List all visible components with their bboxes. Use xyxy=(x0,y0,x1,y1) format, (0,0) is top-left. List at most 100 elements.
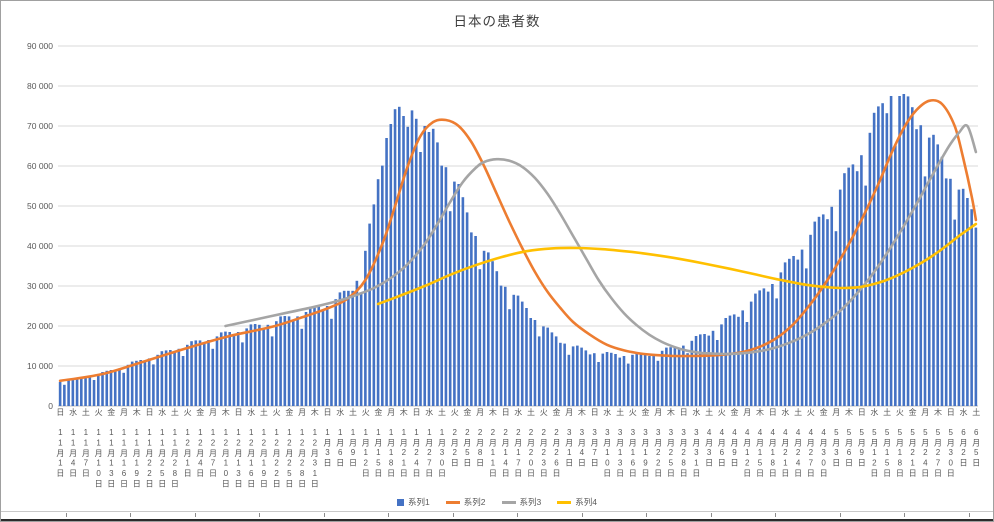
y-axis-label: 20 000 xyxy=(27,321,53,331)
x-axis-label: 火 5月18日 xyxy=(895,408,905,479)
legend-label: 系列1 xyxy=(408,497,430,507)
x-axis-label: 水 11月25日 xyxy=(157,408,167,489)
x-axis-label: 水 11月4日 xyxy=(68,408,78,479)
x-axis-label: 金 11月13日 xyxy=(106,408,116,489)
legend-item-系列2[interactable]: 系列2 xyxy=(445,496,486,508)
x-axis-label: 月 4月12日 xyxy=(742,408,752,479)
x-axis-label: 火 2月23日 xyxy=(539,408,549,479)
x-axis-label: 火 4月6日 xyxy=(717,408,727,468)
x-axis-label: 日 11月1日 xyxy=(55,408,65,479)
x-axis-label: 木 12月31日 xyxy=(310,408,320,489)
x-axis-label: 日 2月14日 xyxy=(501,408,511,479)
x-axis-label: 木 5月27日 xyxy=(933,408,943,479)
x-axis-label: 日 5月30日 xyxy=(946,408,956,479)
line-series-系列3[interactable] xyxy=(224,123,978,356)
x-axis-label: 水 4月21日 xyxy=(780,408,790,479)
y-axis-label: 30 000 xyxy=(27,281,53,291)
column-edge-tick xyxy=(66,513,67,517)
x-axis-label: 日 1月3日 xyxy=(322,408,332,468)
x-axis-label: 水 2月17日 xyxy=(513,408,523,479)
x-axis-label: 日 11月22日 xyxy=(144,408,154,489)
legend-label: 系列2 xyxy=(463,497,486,507)
legend: 系列1 系列2 系列3 系列4 xyxy=(1,496,993,508)
x-axis-label: 火 1月12日 xyxy=(361,408,371,479)
x-axis-label: 日 4月18日 xyxy=(768,408,778,479)
legend-bar-marker-icon xyxy=(397,498,405,506)
y-axis: 0 10 000 20 000 30 000 40 000 50 000 60 000 70 … xyxy=(1,1,53,521)
x-axis-label: 水 6月2日 xyxy=(958,408,968,468)
column-edge-tick xyxy=(711,513,712,517)
x-axis-label: 木 3月4日 xyxy=(577,408,587,468)
x-axis-label: 火 11月10日 xyxy=(94,408,104,489)
y-axis-label: 60 000 xyxy=(27,161,53,171)
x-axis-label: 水 12月16日 xyxy=(246,408,256,489)
x-axis-label: 日 3月7日 xyxy=(590,408,600,468)
column-edge-tick xyxy=(259,513,260,517)
x-axis-label: 日 12月13日 xyxy=(233,408,243,489)
y-axis-label: 80 000 xyxy=(27,81,53,91)
line-series-系列4[interactable] xyxy=(376,222,978,306)
x-axis-label: 土 4月24日 xyxy=(793,408,803,479)
line-series-系列2[interactable] xyxy=(58,98,978,383)
column-edge-tick xyxy=(517,513,518,517)
x-axis-label: 土 6月5日 xyxy=(971,408,981,468)
x-axis-label: 金 5月21日 xyxy=(908,408,918,479)
x-axis-label: 水 3月10日 xyxy=(602,408,612,479)
x-axis-label: 土 12月19日 xyxy=(259,408,269,489)
x-axis-label: 木 12月10日 xyxy=(221,408,231,489)
column-edge-tick xyxy=(324,513,325,517)
x-axis-label: 火 12月22日 xyxy=(272,408,282,489)
x-axis-label: 火 2月2日 xyxy=(450,408,460,468)
x-axis-label: 土 11月7日 xyxy=(81,408,91,479)
x-axis-label: 土 1月30日 xyxy=(437,408,447,479)
x-axis-label: 木 4月15日 xyxy=(755,408,765,479)
legend-line-marker-icon xyxy=(501,500,516,504)
x-axis-label: 水 3月31日 xyxy=(691,408,701,479)
column-edge-tick xyxy=(646,513,647,517)
x-axis-label: 金 4月30日 xyxy=(819,408,829,479)
x-axis-label: 金 3月19日 xyxy=(640,408,650,479)
y-axis-label: 70 000 xyxy=(27,121,53,131)
legend-item-系列4[interactable]: 系列4 xyxy=(557,496,597,508)
x-axis-label: 月 2月8日 xyxy=(475,408,485,468)
x-axis-label: 金 2月26日 xyxy=(551,408,561,479)
x-axis-label: 土 4月3日 xyxy=(704,408,714,468)
spreadsheet-edge-strip xyxy=(1,511,993,521)
x-axis-label: 木 1月21日 xyxy=(399,408,409,479)
column-edge-tick xyxy=(195,513,196,517)
y-axis-label: 10 000 xyxy=(27,361,53,371)
x-axis-label: 木 11月19日 xyxy=(132,408,142,489)
x-axis-label: 金 2月5日 xyxy=(462,408,472,468)
column-edge-tick xyxy=(969,513,970,517)
x-axis-label: 土 1月9日 xyxy=(348,408,358,468)
x-axis-label: 土 5月15日 xyxy=(882,408,892,479)
x-axis-label: 火 3月16日 xyxy=(628,408,638,479)
chart-title[interactable]: 日本の患者数 xyxy=(453,14,541,29)
legend-label: 系列4 xyxy=(575,497,597,507)
x-axis-label: 月 3月22日 xyxy=(653,408,663,479)
x-axis-label: 月 11月16日 xyxy=(119,408,129,489)
x-axis-label: 水 1月6日 xyxy=(335,408,345,468)
column-edge-tick xyxy=(453,513,454,517)
y-axis-label: 0 xyxy=(48,401,53,411)
x-axis-label: 木 5月6日 xyxy=(844,408,854,468)
y-axis-label: 90 000 xyxy=(27,41,53,51)
x-axis-label: 木 3月25日 xyxy=(666,408,676,479)
x-axis: 日 11月1日水 11月4日土 11月7日火 11月10日金 11月13日月 1… xyxy=(1,408,993,504)
x-axis-label: 土 11月28日 xyxy=(170,408,180,489)
legend-item-系列3[interactable]: 系列3 xyxy=(501,496,541,508)
x-axis-label: 月 5月24日 xyxy=(920,408,930,479)
bar-series-系列1[interactable] xyxy=(58,94,978,407)
legend-item-系列1[interactable]: 系列1 xyxy=(397,496,430,508)
column-edge-tick xyxy=(388,513,389,517)
x-axis-label: 火 12月1日 xyxy=(183,408,193,479)
x-axis-label: 土 2月20日 xyxy=(526,408,536,479)
x-axis-label: 月 1月18日 xyxy=(386,408,396,479)
x-axis-label: 日 1月24日 xyxy=(411,408,421,479)
column-edge-tick xyxy=(130,513,131,517)
window-bottom-edge xyxy=(1,519,993,521)
x-axis-label: 金 12月4日 xyxy=(195,408,205,479)
x-axis-label: 月 12月7日 xyxy=(208,408,218,479)
